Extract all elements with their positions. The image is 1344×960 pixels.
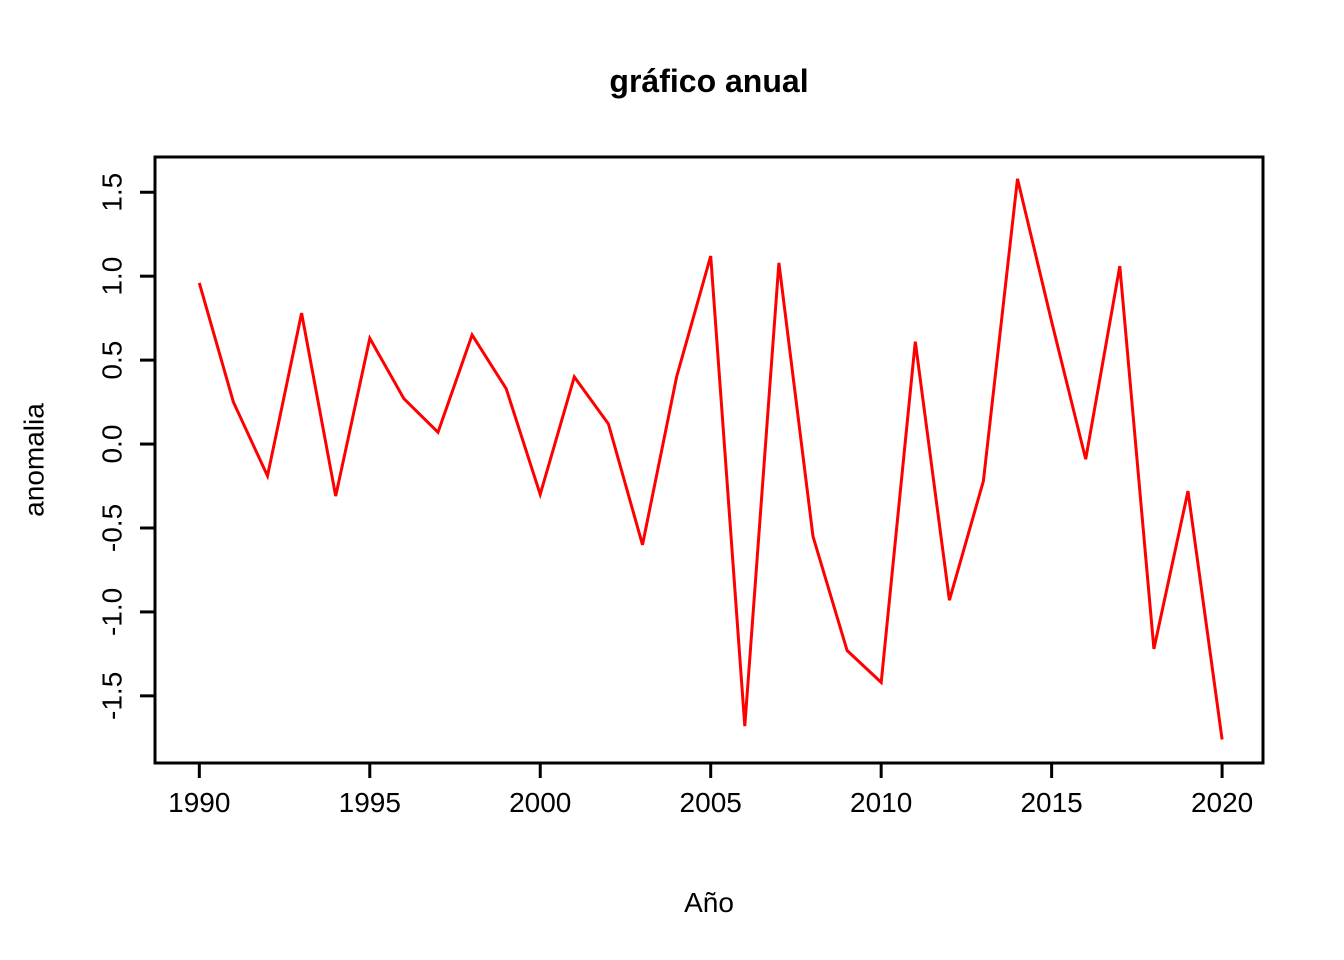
chart-title: gráfico anual — [609, 63, 808, 99]
x-tick-label: 2015 — [1020, 787, 1082, 818]
y-tick-label: 0.5 — [97, 341, 128, 380]
y-tick-label: 0.0 — [97, 425, 128, 464]
plot-box — [153, 155, 1265, 765]
y-tick-label: -1.5 — [97, 672, 128, 720]
x-axis-label: Año — [684, 887, 734, 918]
series-line-anomalia — [197, 178, 1224, 740]
y-axis-label: anomalia — [19, 403, 50, 517]
y-tick-label: 1.0 — [97, 257, 128, 296]
x-tick-label: 1990 — [168, 787, 230, 818]
x-tick-label: 2010 — [850, 787, 912, 818]
y-tick-label: -0.5 — [97, 504, 128, 552]
x-tick-label: 2005 — [680, 787, 742, 818]
y-tick-label: 1.5 — [97, 173, 128, 212]
x-tick-label: 2020 — [1191, 787, 1253, 818]
x-tick-label: 2000 — [509, 787, 571, 818]
x-tick-label: 1995 — [339, 787, 401, 818]
y-tick-label: -1.0 — [97, 588, 128, 636]
